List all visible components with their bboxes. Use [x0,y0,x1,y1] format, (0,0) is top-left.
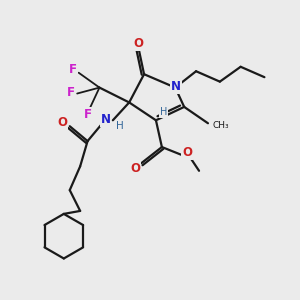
Text: O: O [182,146,192,160]
Text: N: N [100,113,110,126]
Text: O: O [134,37,144,50]
Text: CH₃: CH₃ [212,121,229,130]
Text: F: F [69,63,77,76]
Text: F: F [84,108,92,121]
Text: F: F [67,86,75,99]
Text: H: H [160,107,167,117]
Text: O: O [57,116,67,129]
Text: O: O [131,162,141,175]
Text: N: N [171,80,181,94]
Text: H: H [116,121,123,130]
